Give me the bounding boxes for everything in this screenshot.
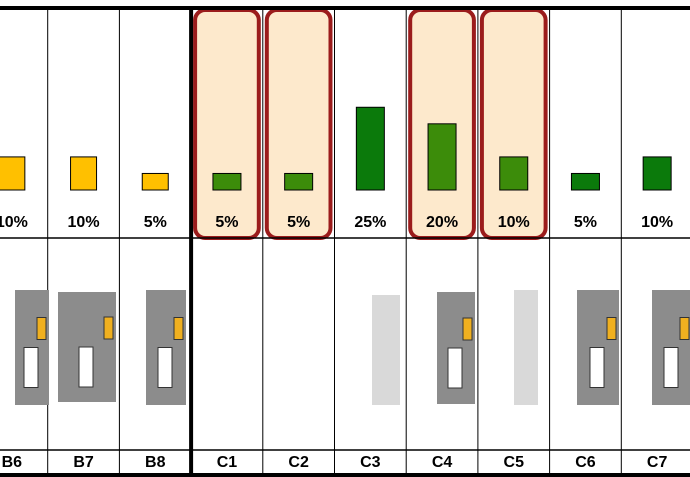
category-label: C1 bbox=[217, 454, 238, 471]
category-label: C4 bbox=[432, 454, 453, 471]
value-label: 10% bbox=[498, 214, 530, 231]
bar bbox=[355, 106, 385, 191]
vehicle bbox=[679, 317, 690, 340]
category-label: C6 bbox=[575, 454, 596, 471]
thumbnail bbox=[514, 290, 538, 405]
bar bbox=[0, 156, 26, 191]
vehicle bbox=[36, 317, 47, 340]
bar bbox=[642, 156, 672, 191]
vehicle bbox=[78, 346, 94, 388]
value-label: 5% bbox=[215, 214, 238, 231]
value-label: 20% bbox=[426, 214, 458, 231]
vehicle bbox=[447, 347, 463, 389]
category-label: C3 bbox=[360, 454, 381, 471]
value-label: 5% bbox=[574, 214, 597, 231]
vehicle bbox=[606, 317, 617, 340]
value-label: 10% bbox=[0, 214, 28, 231]
bar bbox=[570, 172, 600, 191]
vehicle bbox=[103, 316, 114, 340]
value-label: 25% bbox=[354, 214, 386, 231]
vehicle bbox=[663, 347, 679, 388]
category-label: B6 bbox=[2, 454, 23, 471]
value-label: 5% bbox=[144, 214, 167, 231]
category-label: C7 bbox=[647, 454, 668, 471]
vehicle bbox=[462, 317, 473, 341]
bar bbox=[499, 156, 529, 191]
value-label: 10% bbox=[68, 214, 100, 231]
highlight bbox=[479, 8, 548, 240]
vehicle bbox=[589, 347, 605, 388]
bar bbox=[284, 172, 314, 191]
category-label: B7 bbox=[73, 454, 94, 471]
bar bbox=[212, 172, 242, 191]
thumbnail bbox=[372, 295, 400, 405]
bar bbox=[427, 123, 457, 191]
value-label: 5% bbox=[287, 214, 310, 231]
vehicle bbox=[173, 317, 184, 340]
category-label: C5 bbox=[504, 454, 525, 471]
highlight bbox=[264, 8, 333, 240]
category-label: C2 bbox=[288, 454, 309, 471]
vehicle bbox=[23, 347, 39, 388]
category-label: B8 bbox=[145, 454, 166, 471]
value-label: 10% bbox=[641, 214, 673, 231]
highlight bbox=[193, 8, 261, 240]
vehicle bbox=[157, 347, 173, 388]
bar bbox=[70, 156, 98, 191]
bar bbox=[141, 172, 169, 191]
